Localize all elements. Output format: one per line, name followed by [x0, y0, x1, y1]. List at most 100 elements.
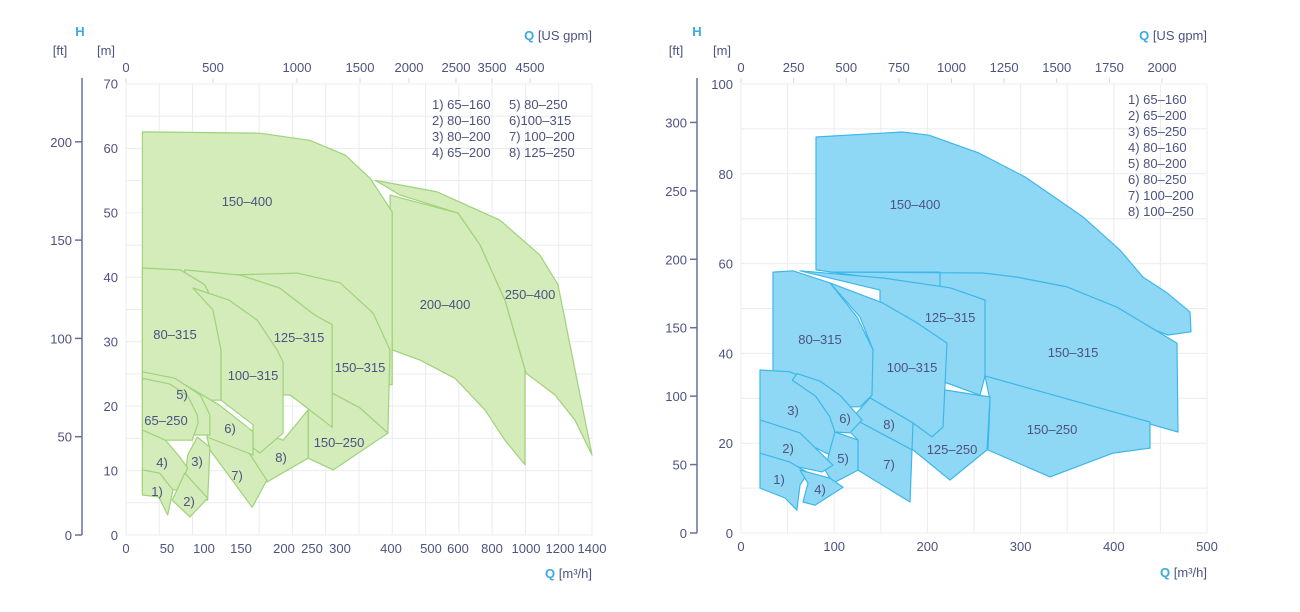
ft-tick-label: 50 [58, 430, 72, 445]
x2-axis-title: Q [US gpm] [524, 28, 592, 43]
x-tick-label: 1200 [546, 541, 575, 556]
x-tick-label: 200 [917, 539, 939, 554]
region-label-80-315: 80–315 [153, 327, 196, 342]
region-label-100-200: 7) [231, 468, 243, 483]
x2-tick-label: 2000 [1148, 60, 1177, 75]
y2-axis-unit: [ft] [669, 43, 683, 58]
y-tick-label: 20 [719, 436, 733, 451]
x-tick-label: 1000 [512, 541, 541, 556]
x-tick-label: 100 [193, 541, 215, 556]
region-80-160 [171, 472, 209, 518]
region-200-400 [389, 194, 526, 466]
x-tick-label: 400 [380, 541, 402, 556]
region-label-125-315: 125–315 [925, 310, 976, 325]
legend-item: 2) 65–200 [1128, 108, 1187, 123]
region-label-100-315: 100–315 [887, 360, 938, 375]
x2-tick-label: 1750 [1095, 60, 1124, 75]
ft-tick-label: 200 [665, 252, 687, 267]
legend-item: 3) 65–250 [1128, 124, 1187, 139]
legend-item: 1) 65–160 [1128, 92, 1187, 107]
x2-tick-label: 1250 [990, 60, 1019, 75]
legend-item: 8) 100–250 [1128, 204, 1194, 219]
x2-tick-label: 0 [122, 60, 129, 75]
legend-item: 8) 125–250 [509, 145, 575, 160]
x2-axis-symbol: Q [524, 28, 538, 43]
x-tick-label: 0 [122, 541, 129, 556]
x2-tick-label: 500 [202, 60, 224, 75]
ft-tick-label: 0 [680, 526, 687, 541]
y-axis-unit: [m] [713, 43, 731, 58]
x-tick-label: 50 [160, 541, 174, 556]
x2-tick-label: 250 [783, 60, 805, 75]
ft-tick-label: 150 [665, 321, 687, 336]
legend-item: 2) 80–160 [432, 113, 491, 128]
x-tick-label: 250 [301, 541, 323, 556]
legend-item: 5) 80–200 [1128, 156, 1187, 171]
x-axis-unit: [m³/h] [1174, 565, 1207, 580]
y-tick-label: 0 [726, 526, 733, 541]
ft-tick-label: 100 [50, 331, 72, 346]
y-tick-label: 10 [104, 464, 118, 479]
x2-axis-unit: [US gpm] [538, 28, 592, 43]
x2-tick-label: 1000 [937, 60, 966, 75]
x-tick-label: 500 [1196, 539, 1218, 554]
region-label-150-250: 150–250 [1027, 422, 1078, 437]
x-tick-label: 500 [420, 541, 442, 556]
x-tick-label: 300 [1010, 539, 1032, 554]
x-tick-label: 800 [481, 541, 503, 556]
region-100-315 [829, 282, 948, 438]
region-label-65-250: 3) [787, 403, 799, 418]
y-tick-label: 20 [104, 399, 118, 414]
region-label-80-160: 2) [183, 494, 195, 509]
x2-tick-label: 3500 [478, 60, 507, 75]
region-100-315 [192, 287, 284, 454]
x-tick-label: 1400 [578, 541, 607, 556]
region-80-160 [799, 469, 844, 506]
region-label-150-315: 150–315 [1048, 345, 1099, 360]
region-label-100-200: 7) [883, 457, 895, 472]
y-axis-symbol: H [692, 24, 701, 39]
y-tick-label: 50 [104, 206, 118, 221]
x-tick-label: 300 [329, 541, 351, 556]
x2-tick-label: 1500 [1042, 60, 1071, 75]
y-tick-label: 0 [111, 528, 118, 543]
region-label-80-200: 3) [191, 454, 203, 469]
legend-item: 5) 80–250 [509, 97, 568, 112]
region-label-65-200: 4) [156, 455, 168, 470]
legend-item: 6)100–315 [509, 113, 571, 128]
y-tick-label: 40 [104, 270, 118, 285]
x2-axis-symbol: Q [1139, 28, 1153, 43]
y2-axis-unit: [ft] [53, 43, 67, 58]
ft-tick-label: 200 [50, 135, 72, 150]
x2-tick-label: 750 [888, 60, 910, 75]
region-label-150-250: 150–250 [314, 435, 365, 450]
x2-axis-title: Q [US gpm] [1139, 28, 1207, 43]
region-label-80-250: 6) [839, 411, 851, 426]
ft-tick-label: 100 [665, 389, 687, 404]
legend-item: 3) 80–200 [432, 129, 491, 144]
region-label-80-315: 80–315 [798, 332, 841, 347]
y-tick-label: 70 [104, 77, 118, 92]
chart-left: 250–400 200–400 150–400 150–315 150–250 125–3… [50, 24, 606, 581]
x2-tick-label: 2500 [442, 60, 471, 75]
y-axis-unit: [m] [97, 43, 115, 58]
y-tick-label: 60 [104, 141, 118, 156]
x2-tick-label: 2000 [395, 60, 424, 75]
x-tick-label: 150 [230, 541, 252, 556]
legend-item: 4) 80–160 [1128, 140, 1187, 155]
x-axis-unit: [m³/h] [559, 566, 592, 581]
ft-tick-label: 150 [50, 233, 72, 248]
y-axis-symbol: H [75, 24, 84, 39]
region-label-80-160: 4) [814, 482, 826, 497]
x-tick-label: 0 [737, 539, 744, 554]
ft-tick-label: 0 [65, 528, 72, 543]
y-tick-label: 80 [719, 167, 733, 182]
x2-tick-label: 4500 [516, 60, 545, 75]
x-axis-symbol: Q [545, 566, 559, 581]
x-axis-title: Q [m³/h] [1160, 565, 1207, 580]
region-label-100-315-small: 6) [224, 421, 236, 436]
region-65-160 [141, 469, 174, 516]
chart-right: 150–400 150–315 150–250 125–315 125–250 100–3… [665, 24, 1218, 580]
region-label-150-400: 150–400 [890, 197, 941, 212]
